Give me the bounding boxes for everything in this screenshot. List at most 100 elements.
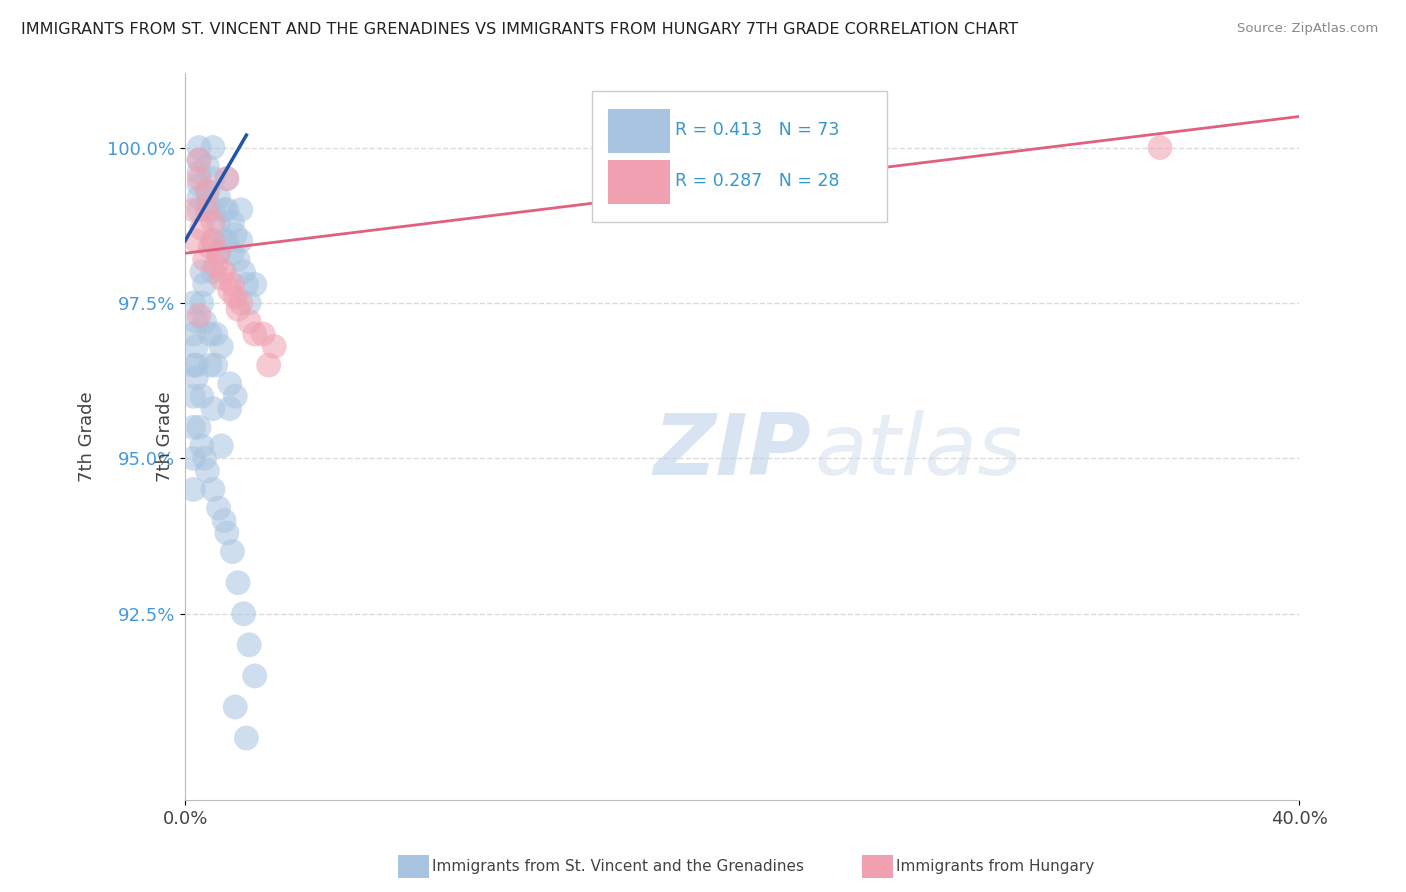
Point <box>243 669 266 683</box>
Point <box>197 184 219 198</box>
Point <box>186 370 208 384</box>
FancyBboxPatch shape <box>609 110 669 153</box>
Point <box>197 184 219 198</box>
Point <box>238 296 260 310</box>
Point <box>191 221 214 235</box>
Point <box>224 227 246 242</box>
Point <box>232 607 254 621</box>
Point <box>218 284 240 298</box>
Point <box>194 277 217 292</box>
Point <box>229 202 252 217</box>
Point <box>197 464 219 478</box>
Point <box>197 202 219 217</box>
Point <box>226 302 249 317</box>
Point <box>201 234 224 248</box>
Point <box>183 483 205 497</box>
Point <box>221 215 243 229</box>
Point <box>191 296 214 310</box>
Point <box>224 389 246 403</box>
Point <box>207 246 229 260</box>
Point <box>209 439 232 453</box>
Point <box>215 525 238 540</box>
Point <box>188 153 211 167</box>
Point <box>207 190 229 204</box>
Text: R = 0.287   N = 28: R = 0.287 N = 28 <box>675 171 839 190</box>
Point <box>201 483 224 497</box>
Y-axis label: 7th Grade: 7th Grade <box>156 392 174 482</box>
Point <box>215 234 238 248</box>
Point <box>188 202 211 217</box>
Point <box>238 315 260 329</box>
Text: atlas: atlas <box>814 409 1022 492</box>
Point <box>215 171 238 186</box>
Point <box>207 501 229 516</box>
Point <box>198 358 221 372</box>
Point <box>218 401 240 416</box>
Point <box>235 277 257 292</box>
Point <box>215 171 238 186</box>
Point <box>212 234 235 248</box>
Text: Source: ZipAtlas.com: Source: ZipAtlas.com <box>1237 22 1378 36</box>
Point <box>252 326 274 341</box>
Point <box>201 401 224 416</box>
Point <box>198 326 221 341</box>
Point <box>194 451 217 466</box>
Point <box>183 420 205 434</box>
Point <box>183 389 205 403</box>
Point <box>201 265 224 279</box>
Y-axis label: 7th Grade: 7th Grade <box>79 392 96 482</box>
Point <box>183 451 205 466</box>
Point <box>201 234 224 248</box>
Point <box>204 259 226 273</box>
Point <box>188 190 211 204</box>
Text: Immigrants from Hungary: Immigrants from Hungary <box>896 859 1094 873</box>
Point <box>212 514 235 528</box>
Point <box>188 165 211 179</box>
Point <box>183 296 205 310</box>
Point <box>204 326 226 341</box>
Point <box>194 252 217 267</box>
Point <box>188 178 211 192</box>
Point <box>183 326 205 341</box>
Point <box>257 358 280 372</box>
Point <box>183 358 205 372</box>
Point <box>221 246 243 260</box>
Point <box>204 358 226 372</box>
Point <box>229 234 252 248</box>
Point <box>197 196 219 211</box>
Point <box>243 277 266 292</box>
Point <box>224 700 246 714</box>
Point <box>186 358 208 372</box>
Text: Immigrants from St. Vincent and the Grenadines: Immigrants from St. Vincent and the Gren… <box>432 859 804 873</box>
Point <box>188 420 211 434</box>
Point <box>209 339 232 353</box>
Text: R = 0.413   N = 73: R = 0.413 N = 73 <box>675 120 839 138</box>
Point <box>188 140 211 154</box>
Point <box>238 638 260 652</box>
Point <box>188 153 211 167</box>
Point <box>1149 140 1171 154</box>
Text: ZIP: ZIP <box>652 409 811 492</box>
Point <box>191 439 214 453</box>
Point <box>188 309 211 323</box>
Point <box>226 575 249 590</box>
Point <box>197 159 219 173</box>
Point <box>186 315 208 329</box>
Text: IMMIGRANTS FROM ST. VINCENT AND THE GRENADINES VS IMMIGRANTS FROM HUNGARY 7TH GR: IMMIGRANTS FROM ST. VINCENT AND THE GREN… <box>21 22 1018 37</box>
FancyBboxPatch shape <box>592 91 887 222</box>
Point <box>191 389 214 403</box>
Point <box>201 215 224 229</box>
Point <box>186 339 208 353</box>
Point <box>201 171 224 186</box>
Point <box>218 376 240 391</box>
Point <box>235 731 257 745</box>
Point <box>226 252 249 267</box>
Point <box>232 265 254 279</box>
Point <box>221 277 243 292</box>
Point <box>224 290 246 304</box>
Point <box>194 315 217 329</box>
Point <box>201 140 224 154</box>
Point <box>229 296 252 310</box>
Point <box>207 215 229 229</box>
FancyBboxPatch shape <box>609 161 669 204</box>
